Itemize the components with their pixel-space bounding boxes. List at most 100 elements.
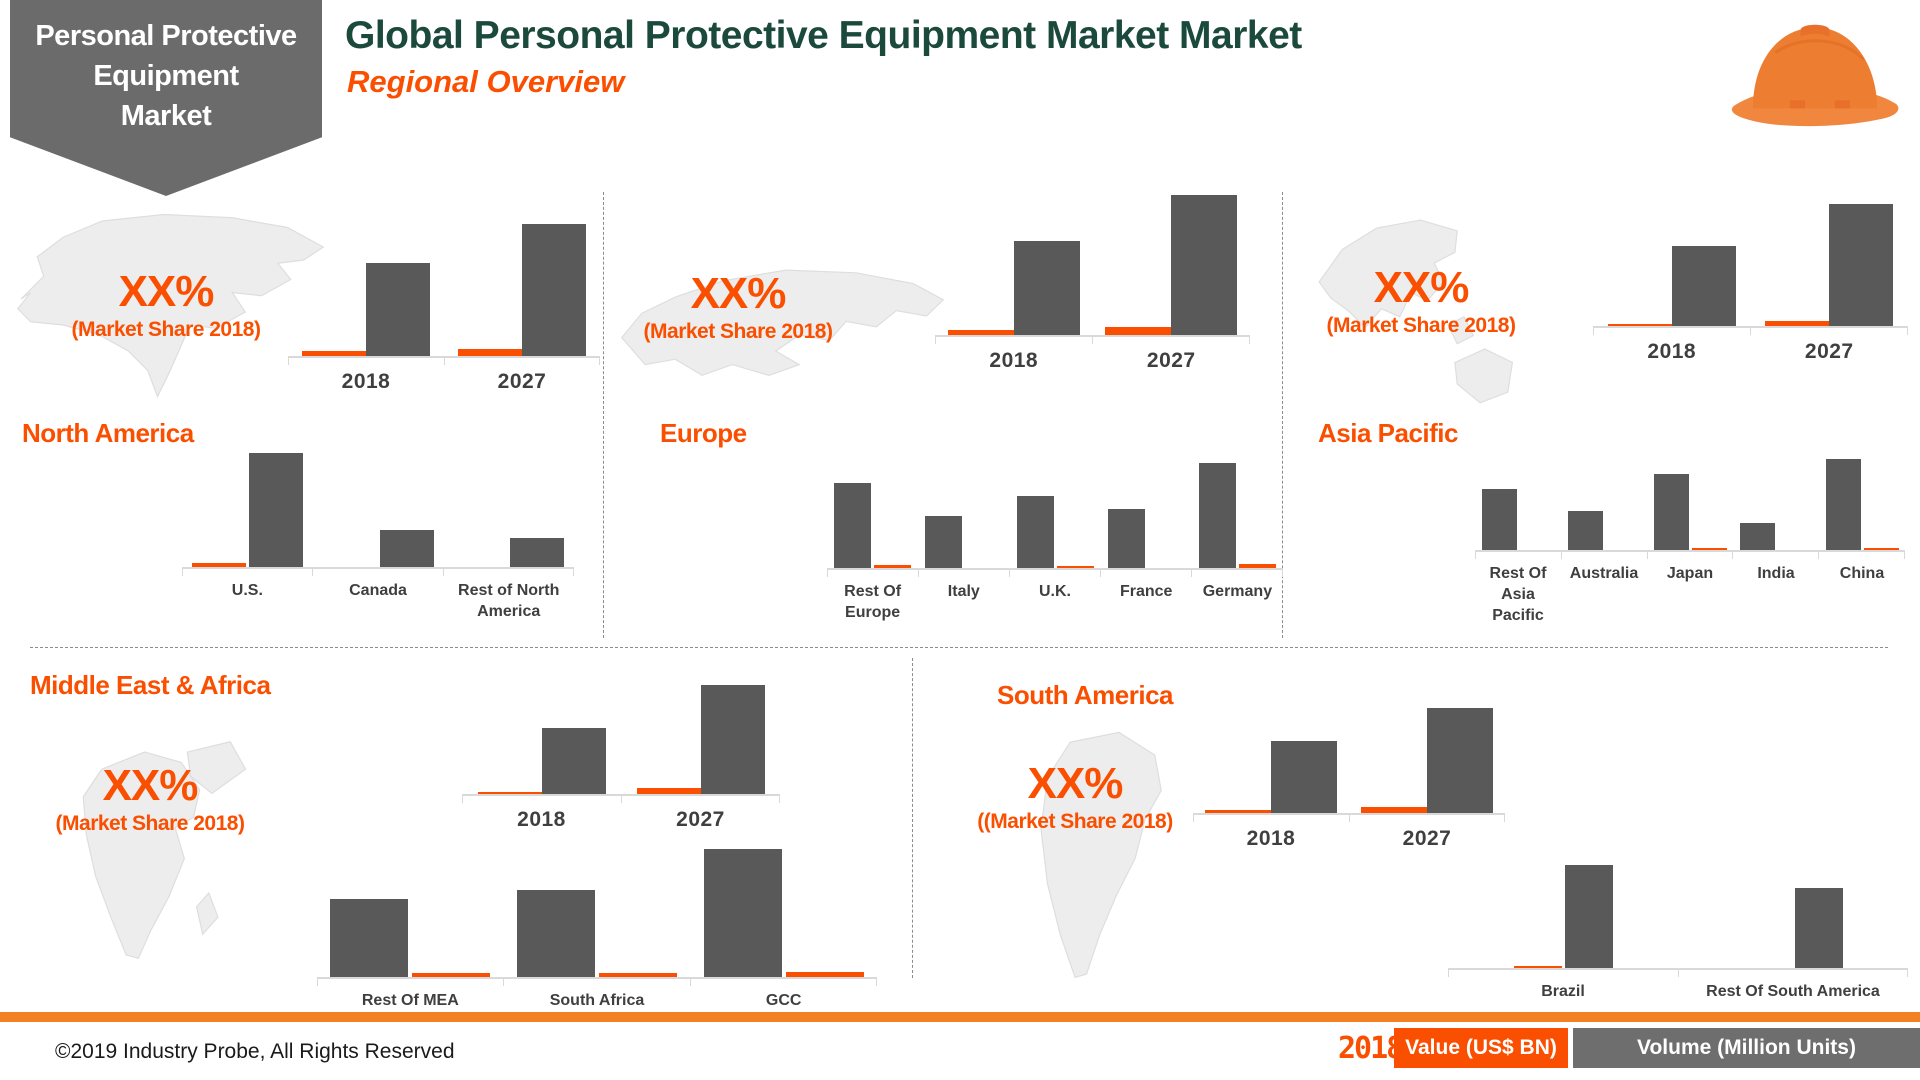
value-bar-japan <box>1691 548 1727 550</box>
bar-group-germany <box>1192 463 1283 568</box>
bar-group-canada <box>313 530 444 567</box>
volume-bar-2027 <box>1427 708 1493 813</box>
axis-ticks <box>1193 815 1505 822</box>
volume-bar-2027 <box>700 685 765 794</box>
plot-area <box>317 842 877 979</box>
volume-bar-germany <box>1198 463 1236 568</box>
category-label-2018: 2018 <box>989 349 1039 372</box>
south-america-country-chart: Brazil Rest Of South America <box>1448 858 1908 1003</box>
copyright-text: ©2019 Industry Probe, All Rights Reserve… <box>55 1040 455 1063</box>
bar-group-2018 <box>288 263 444 356</box>
category-label-2018: 2018 <box>517 808 566 831</box>
axis-tick <box>827 570 918 577</box>
axis-tick <box>182 569 312 576</box>
north-america-map <box>8 208 333 403</box>
axis-tick <box>1818 552 1904 559</box>
hard-hat-icon <box>1731 24 1899 127</box>
category-label-japan: Japan <box>1666 565 1714 582</box>
value-bar-2027 <box>636 788 701 794</box>
region-title-middle-east-africa: Middle East & Africa <box>30 670 271 700</box>
axis-tick <box>1348 815 1505 822</box>
category-label-2027: 2027 <box>1402 827 1452 850</box>
volume-bar-rest-of-europe <box>834 483 872 568</box>
category-label-france: France <box>1119 583 1173 600</box>
bar-group-brazil <box>1448 865 1678 968</box>
volume-bar-2027 <box>1829 204 1894 326</box>
market-share-value: XX% <box>690 269 787 318</box>
market-share-south-america: XX% ((Market Share 2018) <box>965 762 1185 834</box>
category-label-italy: Italy <box>947 583 980 600</box>
value-bar-south-africa <box>599 973 677 977</box>
volume-bar-2018 <box>541 728 606 794</box>
volume-bar-canada <box>379 530 434 567</box>
volume-bar-2027 <box>1171 195 1238 335</box>
category-label-rest-of-mea: Rest Of MEA <box>361 992 459 1009</box>
value-bar-rest-of-europe <box>874 565 912 568</box>
value-bar-2027 <box>1361 807 1427 813</box>
value-bar-rest-of-mea <box>412 973 491 977</box>
axis-tick <box>689 979 876 986</box>
volume-bar-india <box>1739 523 1775 550</box>
category-labels: Rest Of Europe Italy U.K. France Germany <box>827 582 1283 624</box>
middle-east-africa-map <box>22 728 267 1003</box>
axis-ticks <box>288 358 600 365</box>
asia-pacific-map <box>1310 212 1540 427</box>
bar-group-rest-of-mea <box>317 899 504 977</box>
axis-ticks <box>462 796 780 803</box>
axis-tick <box>620 796 780 803</box>
axis-tick <box>935 337 1092 344</box>
legend-value-box: Value (US$ BN) <box>1394 1028 1568 1068</box>
footer-accent-bar <box>0 1012 1920 1022</box>
volume-bar-brazil <box>1564 865 1613 968</box>
market-share-value: XX% <box>1027 759 1124 808</box>
axis-tick <box>1677 970 1908 977</box>
category-label-2018: 2018 <box>1647 340 1697 363</box>
axis-tick <box>1092 337 1249 344</box>
category-labels: Rest Of Asia Pacific Australia Japan India C… <box>1475 564 1905 626</box>
dashed-separator-vertical-1 <box>603 192 604 638</box>
market-share-north-america: XX% (Market Share 2018) <box>56 270 276 342</box>
market-share-middle-east-africa: XX% (Market Share 2018) <box>40 764 260 836</box>
region-title-europe: Europe <box>660 418 747 448</box>
legend-volume-box: Volume (Million Units) <box>1573 1028 1920 1068</box>
axis-tick <box>442 569 573 576</box>
axis-ticks <box>935 337 1250 344</box>
category-label-2018: 2018 <box>341 370 391 393</box>
volume-bar-rest-of-north-america <box>510 538 565 567</box>
category-label-australia: Australia <box>1569 565 1639 582</box>
bar-group-china <box>1819 459 1905 550</box>
axis-tick <box>918 570 1009 577</box>
value-bar-germany <box>1238 564 1276 568</box>
bar-group-u-k <box>1009 496 1100 568</box>
volume-bar-2018 <box>1013 241 1080 335</box>
value-bar-2018 <box>1205 810 1271 813</box>
axis-ticks <box>182 569 574 576</box>
value-bar-u-s <box>191 563 246 567</box>
volume-bar-2018 <box>366 263 430 356</box>
axis-ticks <box>1448 970 1908 977</box>
plot-area <box>288 216 600 358</box>
value-bar-u-k <box>1056 566 1094 568</box>
plot-area <box>935 185 1250 337</box>
plot-area <box>827 453 1283 570</box>
bar-group-2027 <box>444 224 600 356</box>
category-label-2027: 2027 <box>497 370 547 393</box>
bar-group-2027 <box>1751 204 1909 326</box>
category-label-u-k: U.K. <box>1039 583 1071 600</box>
market-share-caption: (Market Share 2018) <box>71 318 261 341</box>
category-label-2027: 2027 <box>1146 349 1196 372</box>
plot-area <box>1593 194 1908 328</box>
axis-tick <box>312 569 442 576</box>
category-label-rest-of-south-america: Rest Of South America <box>1706 983 1880 1000</box>
bar-group-rest-of-south-america <box>1678 888 1908 968</box>
asia-pacific-year-chart: 2018 2027 <box>1593 194 1908 364</box>
banner-line: Personal Protective <box>35 20 297 52</box>
south-america-year-chart: 2018 2027 <box>1193 701 1505 851</box>
volume-bar-south-africa <box>517 890 595 977</box>
north-america-country-chart: U.S. Canada Rest of North America <box>182 442 574 623</box>
category-labels: U.S. Canada Rest of North America <box>182 581 574 623</box>
market-share-europe: XX% (Market Share 2018) <box>628 272 848 344</box>
bar-group-gcc <box>690 849 877 977</box>
bar-group-u-s <box>182 453 313 567</box>
